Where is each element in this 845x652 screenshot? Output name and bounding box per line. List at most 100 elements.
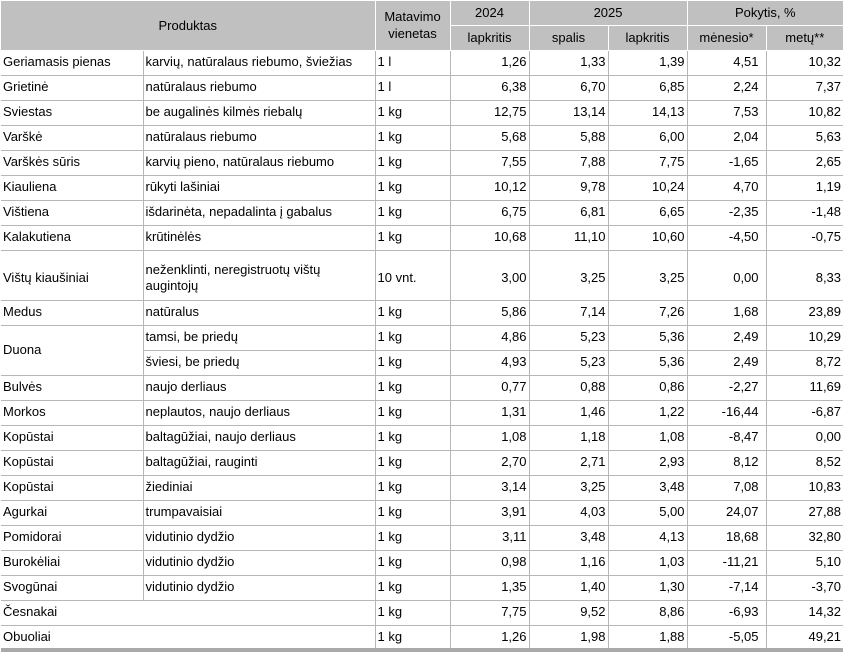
- table-row: Varškės sūris karvių pieno, natūralaus ri…: [1, 149, 844, 176]
- price-2024-lapkritis-cell: 6,75: [449, 199, 530, 226]
- price-2024-lapkritis-cell: 3,91: [449, 499, 530, 526]
- header-2025-lapkritis: lapkritis: [607, 24, 688, 51]
- price-2025-spalis-cell: 4,03: [528, 499, 609, 526]
- unit-cell: 1 kg: [374, 124, 451, 151]
- price-2024-lapkritis-cell: 1,35: [449, 574, 530, 601]
- change-month-cell: -11,21: [686, 549, 767, 576]
- change-month-cell: -6,93: [686, 599, 767, 626]
- price-2024-lapkritis-cell: 7,75: [449, 599, 530, 626]
- change-year-cell: 10,83: [765, 474, 844, 501]
- change-year-cell: 23,89: [765, 299, 844, 326]
- product-desc-cell: krūtinėlės: [142, 224, 376, 251]
- price-2025-lapkritis-cell: 1,22: [607, 399, 688, 426]
- price-2025-lapkritis-cell: 7,75: [607, 149, 688, 176]
- table-row: Kiauliena rūkyti lašiniai 1 kg 10,12 9,78 10,…: [1, 174, 844, 201]
- product-desc-cell: natūralaus riebumo: [142, 74, 376, 101]
- table-row: Agurkai trumpavaisiai 1 kg 3,91 4,03 5,00 24,0…: [1, 499, 844, 526]
- change-year-cell: 5,10: [765, 549, 844, 576]
- price-2025-spalis-cell: 1,18: [528, 424, 609, 451]
- change-month-cell: 2,49: [686, 349, 767, 376]
- change-month-cell: 8,12: [686, 449, 767, 476]
- unit-cell: 1 kg: [374, 574, 451, 601]
- table-row: Obuoliai 1 kg 1,26 1,98 1,88 -5,05 49,21: [1, 624, 844, 651]
- price-2024-lapkritis-cell: 6,38: [449, 74, 530, 101]
- change-month-cell: -2,27: [686, 374, 767, 401]
- price-2025-spalis-cell: 1,98: [528, 624, 609, 651]
- product-name-cell: Vištų kiaušiniai: [1, 249, 144, 301]
- price-2025-spalis-cell: 6,81: [528, 199, 609, 226]
- product-name-cell: Kalakutiena: [1, 224, 144, 251]
- price-2024-lapkritis-cell: 3,14: [449, 474, 530, 501]
- table-row: Sviestas be augalinės kilmės riebalų 1 kg 1…: [1, 99, 844, 126]
- unit-cell: 1 kg: [374, 599, 451, 626]
- product-name-cell: Sviestas: [1, 99, 144, 126]
- header-produktas: Produktas: [1, 1, 376, 51]
- product-name-cell: Bulvės: [1, 374, 144, 401]
- price-2025-spalis-cell: 7,14: [528, 299, 609, 326]
- product-name-cell: Burokėliai: [1, 549, 144, 576]
- product-desc-cell: žiediniai: [142, 474, 376, 501]
- price-2025-lapkritis-cell: 14,13: [607, 99, 688, 126]
- product-name-cell: Svogūnai: [1, 574, 144, 601]
- change-year-cell: -0,75: [765, 224, 844, 251]
- product-desc-cell: natūralus: [142, 299, 376, 326]
- price-2024-lapkritis-cell: 7,55: [449, 149, 530, 176]
- change-month-cell: -8,47: [686, 424, 767, 451]
- price-2024-lapkritis-cell: 2,70: [449, 449, 530, 476]
- product-name-cell: Grietinė: [1, 74, 144, 101]
- price-2025-spalis-cell: 1,40: [528, 574, 609, 601]
- price-2025-spalis-cell: 9,78: [528, 174, 609, 201]
- change-month-cell: -1,65: [686, 149, 767, 176]
- price-2025-spalis-cell: 5,88: [528, 124, 609, 151]
- table-body: Geriamasis pienas karvių, natūralaus rieb…: [1, 49, 844, 651]
- table-row: Vištiena išdarinėta, nepadalinta į gabalu…: [1, 199, 844, 226]
- product-desc-cell: šviesi, be priedų: [143, 349, 376, 376]
- unit-cell: 10 vnt.: [374, 249, 451, 301]
- price-2025-lapkritis-cell: 4,13: [607, 524, 688, 551]
- price-2024-lapkritis-cell: 1,31: [449, 399, 530, 426]
- unit-cell: 1 kg: [374, 299, 451, 326]
- table-row: Pomidorai vidutinio dydžio 1 kg 3,11 3,48 4,1…: [1, 524, 844, 551]
- price-2024-lapkritis-cell: 5,86: [449, 299, 530, 326]
- header-pokytis-metu: metų**: [765, 24, 844, 51]
- price-2025-spalis-cell: 13,14: [528, 99, 609, 126]
- change-year-cell: 8,72: [765, 349, 844, 376]
- header-matavimo-vienetas: Matavimo vienetas: [374, 1, 451, 51]
- table-row: Svogūnai vidutinio dydžio 1 kg 1,35 1,40 1,30…: [1, 574, 844, 601]
- table-row: Varškė natūralaus riebumo 1 kg 5,68 5,88 6,00…: [1, 124, 844, 151]
- unit-cell: 1 kg: [374, 99, 451, 126]
- change-month-cell: 24,07: [686, 499, 767, 526]
- table-row: Kopūstai baltagūžiai, naujo derliaus 1 kg 1…: [1, 424, 844, 451]
- change-year-cell: 7,37: [765, 74, 844, 101]
- table-row: Bulvės naujo derliaus 1 kg 0,77 0,88 0,86 -2,2…: [1, 374, 844, 401]
- product-desc-cell: baltagūžiai, naujo derliaus: [142, 424, 376, 451]
- change-month-cell: -16,44: [686, 399, 767, 426]
- table-header: Produktas Matavimo vienetas 2024 2025 Po…: [1, 1, 844, 51]
- table-row: Česnakai 1 kg 7,75 9,52 8,86 -6,93 14,32: [1, 599, 844, 626]
- product-name-cell: Duona: [1, 324, 144, 376]
- change-year-cell: 10,82: [765, 99, 844, 126]
- price-2024-lapkritis-cell: 1,26: [449, 624, 530, 651]
- price-2025-lapkritis-cell: 1,30: [607, 574, 688, 601]
- unit-cell: 1 kg: [374, 499, 451, 526]
- product-name-cell: Kiauliena: [1, 174, 144, 201]
- header-2025-spalis: spalis: [528, 24, 609, 51]
- table-row: Geriamasis pienas karvių, natūralaus rieb…: [1, 49, 844, 76]
- unit-cell: 1 kg: [374, 524, 451, 551]
- product-desc-cell: neplautos, naujo derliaus: [142, 399, 376, 426]
- product-name-cell: Kopūstai: [1, 424, 144, 451]
- header-2024-lapkritis: lapkritis: [449, 24, 530, 51]
- product-name-cell: Agurkai: [1, 499, 144, 526]
- header-year-2024: 2024: [449, 1, 530, 26]
- price-2025-lapkritis-cell: 3,25: [607, 249, 688, 301]
- price-2025-lapkritis-cell: 1,03: [607, 549, 688, 576]
- product-name-cell: Varškės sūris: [1, 149, 144, 176]
- price-2025-lapkritis-cell: 8,86: [607, 599, 688, 626]
- header-pokytis-menesio: mėnesio*: [686, 24, 767, 51]
- price-2025-lapkritis-cell: 10,60: [607, 224, 688, 251]
- change-month-cell: -5,05: [686, 624, 767, 651]
- unit-cell: 1 kg: [374, 449, 451, 476]
- price-2024-lapkritis-cell: 10,12: [449, 174, 530, 201]
- product-desc-cell: be augalinės kilmės riebalų: [142, 99, 376, 126]
- product-name-cell: Obuoliai: [1, 624, 376, 651]
